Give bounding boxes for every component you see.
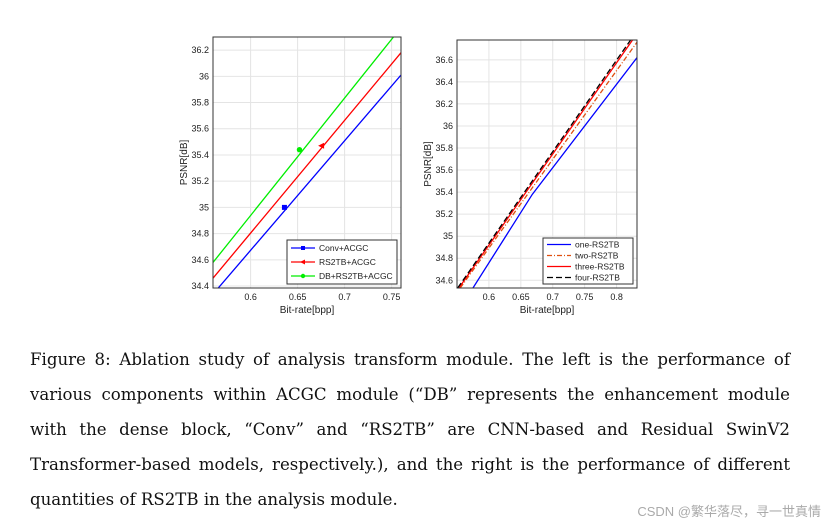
- y-axis-label: PSNR[dB]: [423, 141, 434, 187]
- y-tick-label: 36.6: [435, 55, 453, 65]
- y-tick-label: 35: [443, 231, 453, 241]
- y-tick-label: 34.8: [435, 253, 453, 263]
- x-tick-label: 0.6: [483, 292, 496, 302]
- series-line: [458, 40, 634, 288]
- legend-label: two-RS2TB: [575, 251, 619, 261]
- y-tick-label: 35.2: [191, 176, 209, 186]
- data-marker: [318, 142, 325, 149]
- x-tick-label: 0.75: [576, 292, 594, 302]
- y-tick-label: 34.6: [191, 255, 209, 265]
- legend-label: four-RS2TB: [575, 273, 620, 283]
- figure: 0.6 0.65 0.7 0.75 34.4 34.6 34.8 35 35.2 35.4 35.6…: [179, 36, 638, 316]
- series-line: [459, 41, 637, 288]
- y-tick-label: 35.2: [435, 209, 453, 219]
- y-tick-label: 36.4: [435, 77, 453, 87]
- x-axis-label: Bit-rate[bpp]: [280, 305, 335, 316]
- y-tick-label: 36: [199, 71, 209, 81]
- chart-right: 0.6 0.65 0.7 0.75 0.8 34.6 34.8 35 35.2 35.4 35.6 3…: [423, 39, 638, 316]
- series-line: [457, 40, 632, 288]
- y-tick-label: 35.6: [191, 124, 209, 134]
- x-tick-label: 0.65: [289, 292, 307, 302]
- legend-marker: [300, 273, 306, 279]
- y-tick-label: 35.4: [191, 150, 209, 160]
- y-tick-label: 35.8: [435, 143, 453, 153]
- series-line: [213, 37, 394, 263]
- y-tick-label: 36.2: [435, 99, 453, 109]
- legend-label: DB+RS2TB+ACGC: [319, 271, 393, 281]
- y-tick-label: 36.2: [191, 45, 209, 55]
- x-tick-label: 0.8: [610, 292, 623, 302]
- x-axis-label: Bit-rate[bpp]: [520, 305, 575, 316]
- y-tick-label: 35: [199, 202, 209, 212]
- legend-marker: [300, 259, 305, 265]
- legend-marker: [301, 246, 305, 250]
- data-marker: [296, 147, 303, 153]
- y-tick-label: 35.8: [191, 98, 209, 108]
- x-tick-label: 0.75: [383, 292, 401, 302]
- legend-box: [542, 237, 634, 285]
- y-tick-label: 34.6: [435, 275, 453, 285]
- series-line: [472, 57, 637, 288]
- legend-label: one-RS2TB: [575, 240, 620, 250]
- legend: Conv+ACGC RS2TB+ACGC DB+RS2TB+ACGC: [286, 239, 398, 285]
- x-tick-label: 0.7: [546, 292, 559, 302]
- x-tick-label: 0.7: [338, 292, 351, 302]
- y-tick-label: 36: [443, 121, 453, 131]
- y-tick-label: 34.4: [191, 281, 209, 291]
- legend-label: three-RS2TB: [575, 262, 625, 272]
- axes-box: [212, 36, 402, 289]
- y-tick-label: 35.6: [435, 165, 453, 175]
- chart-left: 0.6 0.65 0.7 0.75 34.4 34.6 34.8 35 35.2 35.4 35.6…: [179, 36, 402, 316]
- legend-label: Conv+ACGC: [319, 243, 368, 253]
- y-tick-label: 34.8: [191, 229, 209, 239]
- y-axis-label: PSNR[dB]: [179, 139, 190, 185]
- watermark: CSDN @繁华落尽，寻一世真情: [637, 504, 821, 519]
- figure-caption: Figure 8: Ablation study of analysis tra…: [30, 350, 790, 509]
- axes-box: [456, 39, 638, 289]
- series-line: [213, 52, 401, 279]
- series-line: [217, 74, 401, 288]
- x-tick-label: 0.65: [512, 292, 530, 302]
- x-tick-label: 0.6: [244, 292, 257, 302]
- data-marker: [281, 204, 287, 210]
- y-tick-label: 35.4: [435, 187, 453, 197]
- legend-label: RS2TB+ACGC: [319, 257, 376, 267]
